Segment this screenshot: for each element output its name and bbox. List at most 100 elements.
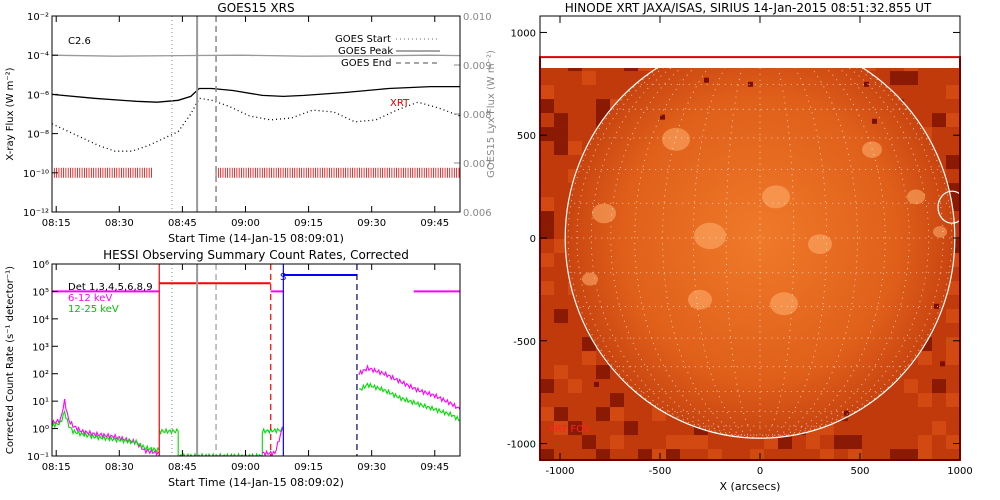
xrt-y-tick-label: 500	[517, 131, 536, 142]
xrt-pixel-block	[932, 113, 946, 128]
xrt-pixel-block	[540, 85, 554, 100]
hessi-y-tick-label: 10¹	[32, 397, 49, 408]
xrt-pixel-block	[890, 393, 904, 408]
goes-class-label: C2.6	[68, 36, 91, 47]
xrt-pixel-block	[540, 225, 554, 240]
xrt-pixel-block	[568, 71, 582, 86]
goes-y-tick-label: 10⁻⁴	[27, 51, 49, 62]
xrt-pixel-block	[918, 71, 932, 86]
bright-region	[694, 222, 726, 250]
xrt-pixel-block	[554, 323, 568, 338]
xrt-pixel-block	[694, 449, 708, 460]
goes-series-line-1	[52, 85, 460, 103]
xrt-pixel-block	[554, 295, 568, 310]
dark-speck	[872, 118, 877, 124]
xrt-pixel-block	[708, 435, 722, 450]
xrt-pixel-block	[596, 365, 610, 380]
xrt-pixel-block	[610, 449, 624, 460]
xrt-pixel-block	[554, 211, 568, 226]
xrt-pixel-block	[596, 85, 610, 100]
xrt-pixel-block	[932, 68, 946, 72]
xrt-pixel-block	[554, 309, 568, 324]
hessi-y-axis-title: Corrected Count Rate (s⁻¹ detector⁻¹)	[5, 266, 16, 454]
xrt-pixel-block	[652, 449, 666, 460]
xrt-pixel-block	[554, 365, 568, 380]
goes-x-axis-title: Start Time (14-Jan-15 08:09:01)	[168, 232, 344, 245]
xrt-pixel-block	[848, 435, 862, 450]
xrt-pixel-block	[624, 435, 638, 450]
xrt-pixel-block	[946, 169, 960, 184]
goes-y2-axis-title: GOES15 Lyx Flux (W m⁻²)	[486, 50, 497, 178]
xrt-pixel-block	[876, 68, 890, 72]
xrt-pixel-block	[946, 393, 960, 408]
hessi-y-tick-label: 10⁵	[32, 287, 49, 298]
xrt-pixel-block	[582, 68, 596, 72]
xrt-pixel-block	[918, 68, 932, 72]
xrt-pixel-block	[876, 421, 890, 436]
xrt-pixel-block	[568, 449, 582, 460]
xrt-pixel-block	[568, 407, 582, 422]
hessi-x-tick-label: 09:45	[420, 462, 449, 473]
xrt-pixel-block	[932, 407, 946, 422]
xrt-pixel-block	[946, 71, 960, 86]
dark-speck	[660, 114, 665, 120]
xrt-pixel-block	[582, 113, 596, 128]
xrt-pixel-block	[904, 71, 918, 86]
xrt-pixel-block	[624, 68, 638, 72]
xrt-pixel-block	[946, 127, 960, 142]
hessi-panel: HESSI Observing Summary Count Rates, Cor…	[5, 248, 461, 489]
goes-y-tick-label: 10⁻⁶	[27, 90, 49, 101]
xrt-pixel-block	[918, 99, 932, 114]
xrt-x-tick-label: 0	[757, 466, 763, 477]
xrt-image-panel: HINODE XRT JAXA/ISAS, SIRIUS 14-Jan-2015…	[507, 1, 973, 493]
hessi-y-tick-label: 10⁰	[32, 425, 49, 436]
xrt-pixel-block	[932, 337, 946, 352]
xrt-pixel-block	[946, 449, 960, 460]
xrt-pixel-block	[638, 68, 652, 72]
xrt-pixel-block	[904, 85, 918, 100]
goes-x-tick-label: 09:15	[294, 218, 323, 229]
xrt-pixel-block	[638, 449, 652, 460]
longitude-line	[692, 68, 761, 439]
xrt-pixel-block	[834, 449, 848, 460]
xrt-pixel-block	[554, 85, 568, 100]
xrt-pixel-block	[932, 99, 946, 114]
xrt-pixel-block	[540, 323, 554, 338]
xrt-pixel-block	[554, 267, 568, 282]
xrt-pixel-block	[554, 169, 568, 184]
xrt-pixel-block	[932, 421, 946, 436]
xrt-pixel-block	[638, 435, 652, 450]
xrt-pixel-block	[946, 99, 960, 114]
xrt-pixel-block	[554, 407, 568, 422]
xrt-pixel-block	[806, 435, 820, 450]
xrt-pixel-block	[918, 407, 932, 422]
xrt-pixel-block	[946, 68, 960, 72]
hessi-x-tick-label: 09:00	[231, 462, 260, 473]
xrt-pixel-block	[624, 407, 638, 422]
xrt-pixel-block	[932, 435, 946, 450]
goes-xrt-label: XRT	[390, 98, 410, 109]
xrt-pixel-block	[540, 407, 554, 422]
xrt-pixel-block	[554, 197, 568, 212]
goes-x-tick-label: 09:30	[357, 218, 386, 229]
xrt-pixel-block	[778, 449, 792, 460]
xrt-pixel-block	[554, 71, 568, 86]
xrt-pixel-block	[610, 407, 624, 422]
bright-region	[592, 203, 616, 224]
xrt-pixel-block	[610, 435, 624, 450]
hessi-series-line-9	[358, 382, 460, 422]
xrt-pixel-block	[652, 435, 666, 450]
xrt-pixel-block	[540, 295, 554, 310]
xrt-pixel-block	[918, 365, 932, 380]
xrt-pixel-block	[540, 253, 554, 268]
hessi-x-tick-label: 09:15	[294, 462, 323, 473]
xrt-y-tick-label: 0	[530, 234, 536, 245]
bright-region	[808, 234, 832, 255]
xrt-pixel-block	[554, 183, 568, 198]
xrt-pixel-block	[568, 435, 582, 450]
xrt-pixel-block	[610, 85, 624, 100]
xrt-pixel-block	[554, 253, 568, 268]
xrt-pixel-block	[582, 71, 596, 86]
xrt-pixel-block	[946, 141, 960, 156]
xrt-pixel-block	[540, 379, 554, 394]
